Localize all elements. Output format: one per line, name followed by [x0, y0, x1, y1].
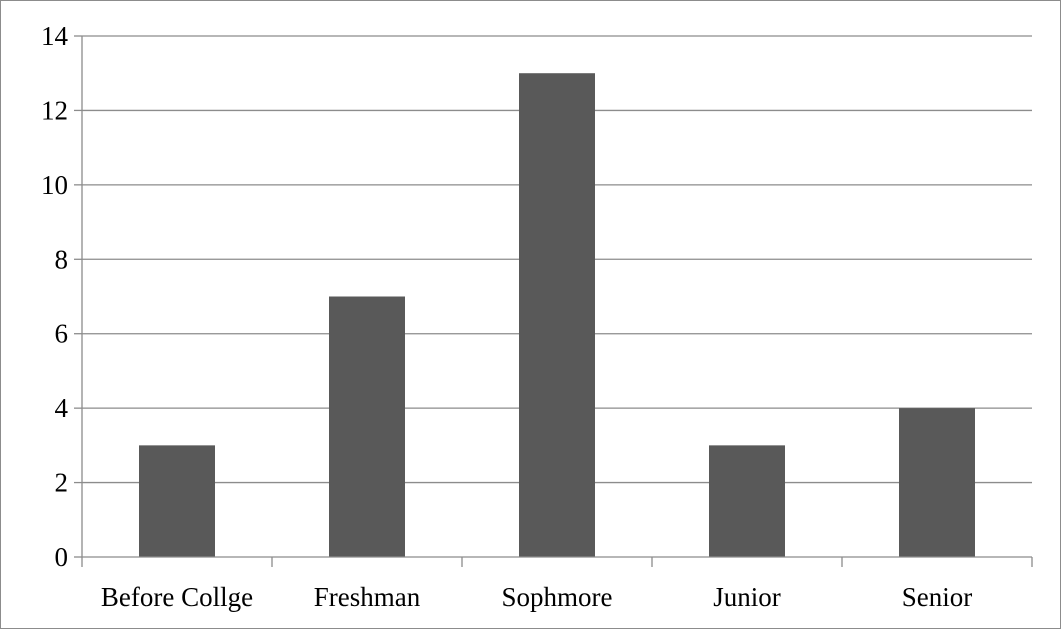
- y-tick-label: 6: [55, 319, 69, 349]
- bar: [709, 445, 785, 557]
- axes: [74, 35, 1033, 567]
- x-category-label: Senior: [902, 582, 973, 612]
- x-category-label: Freshman: [314, 582, 421, 612]
- bar: [329, 296, 405, 557]
- y-tick-label: 4: [55, 393, 69, 423]
- x-category-labels: Before Collge Freshman Sophmore Junior Senio…: [101, 582, 972, 612]
- x-category-label: Sophmore: [502, 582, 613, 612]
- x-category-label: Junior: [713, 582, 781, 612]
- bars: [139, 73, 975, 557]
- y-tick-label: 12: [41, 95, 68, 125]
- y-tick-labels: 0 2 4 6 8 10 12 14: [41, 21, 69, 572]
- y-tick-label: 8: [55, 244, 69, 274]
- y-tick-label: 0: [55, 542, 69, 572]
- x-category-label: Before Collge: [101, 582, 253, 612]
- y-tick-label: 2: [55, 468, 69, 498]
- bar: [139, 445, 215, 557]
- y-tick-label: 14: [41, 21, 69, 51]
- y-tick-label: 10: [41, 170, 68, 200]
- bar: [519, 73, 595, 557]
- bar: [899, 408, 975, 557]
